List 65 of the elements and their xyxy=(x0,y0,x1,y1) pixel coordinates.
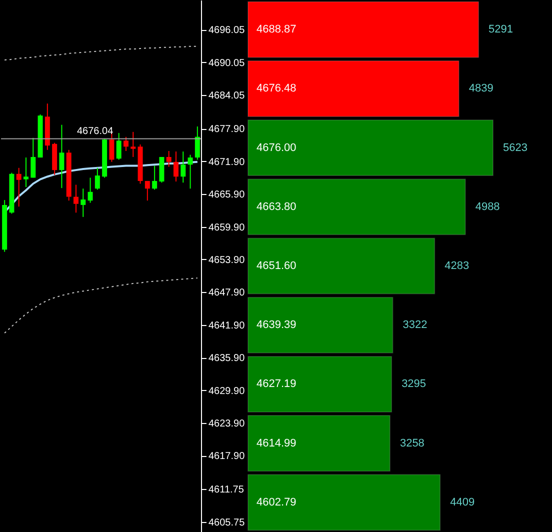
y-tick-label: 4684.05 xyxy=(208,90,246,102)
y-tick-label: 4605.75 xyxy=(208,517,246,528)
y-tick-label: 4602.79 xyxy=(256,496,296,508)
y-tick-label: 4611.75 xyxy=(208,484,244,496)
bar xyxy=(248,296,394,354)
candlestick xyxy=(130,131,136,158)
data-label: 3295 xyxy=(402,378,426,390)
data-label: 3258 xyxy=(400,437,424,450)
y-tick-label: 4676.00 xyxy=(256,142,296,154)
y-tick-label: 4647.90 xyxy=(208,288,246,299)
bar xyxy=(248,1,480,58)
candlestick xyxy=(124,136,128,152)
y-tick-label: 4651.60 xyxy=(256,260,296,272)
y-tick-label: 4639.39 xyxy=(256,319,296,332)
y-tick-label: 4663.80 xyxy=(256,200,296,213)
bar xyxy=(248,238,436,294)
candlestick xyxy=(80,188,86,218)
candlestick xyxy=(59,124,64,189)
y-tick-label: 4641.90 xyxy=(208,320,246,332)
candlestick xyxy=(88,177,93,204)
data-label: 4283 xyxy=(444,260,470,272)
y-tick-label: 4690.05 xyxy=(208,58,246,69)
y-tick-label: 4623.90 xyxy=(208,418,246,430)
line-series xyxy=(4,46,198,60)
y-tick-label: 4629.90 xyxy=(208,386,246,397)
bar xyxy=(248,178,466,236)
candlestick xyxy=(74,184,78,214)
candlestick xyxy=(194,126,200,160)
candlestick xyxy=(109,132,114,162)
data-label: 5623 xyxy=(503,142,528,154)
candlestick xyxy=(144,180,150,202)
candlestick xyxy=(24,157,28,188)
bar xyxy=(248,474,441,531)
data-label: 5291 xyxy=(488,24,514,36)
candlestick xyxy=(16,167,22,208)
bar xyxy=(248,356,392,413)
data-label: 4988 xyxy=(475,200,500,213)
y-tick-label: 4688.87 xyxy=(256,24,296,36)
candlestick xyxy=(94,167,100,190)
y-tick-label: 4671.90 xyxy=(208,156,246,168)
y-tick-label: 4627.19 xyxy=(256,378,296,390)
data-label: 4839 xyxy=(468,82,494,95)
y-tick-label: 4665.90 xyxy=(208,190,246,201)
candlestick xyxy=(180,151,186,184)
candlestick xyxy=(152,165,158,190)
line-series xyxy=(4,277,198,334)
y-tick-label: 4659.90 xyxy=(208,222,246,234)
data-label: 4409 xyxy=(450,496,475,508)
candlestick xyxy=(116,132,122,160)
candlestick xyxy=(188,154,193,190)
candlestick xyxy=(30,137,36,178)
y-tick-label: 4676.48 xyxy=(256,82,296,95)
bar xyxy=(248,119,494,176)
candlestick xyxy=(166,150,172,168)
y-tick-label: 4696.05 xyxy=(208,25,246,36)
ref-line-label: 4676.04 xyxy=(77,126,114,137)
y-tick-label: 4653.90 xyxy=(208,254,246,266)
data-label: 3322 xyxy=(402,319,428,332)
y-tick-label: 4635.90 xyxy=(208,353,246,364)
y-tick-label: 4677.90 xyxy=(208,124,246,136)
bar xyxy=(248,415,390,472)
candlestick xyxy=(174,151,178,182)
bar xyxy=(248,60,460,117)
y-tick-label: 4614.99 xyxy=(256,437,296,450)
y-tick-label: 4617.90 xyxy=(208,451,246,462)
